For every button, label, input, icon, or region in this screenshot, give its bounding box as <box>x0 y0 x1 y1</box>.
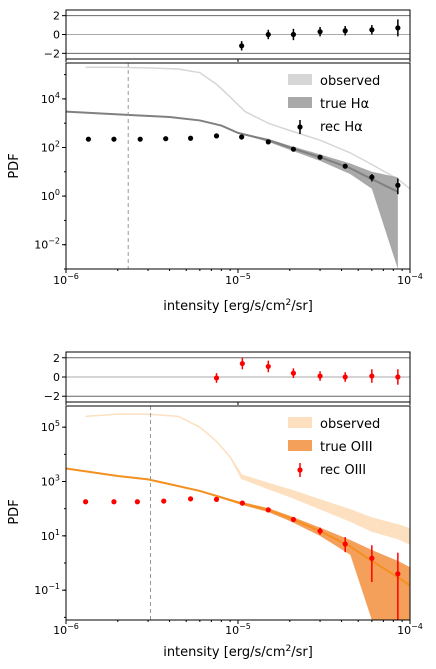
x-tick-label: 10−6 <box>53 272 79 287</box>
y-tick-label: 103 <box>41 473 60 488</box>
rec-point <box>239 500 245 506</box>
residual-y-tick-label: −2 <box>44 47 60 60</box>
rec-point <box>290 516 297 523</box>
residual-point <box>290 370 297 376</box>
true-line <box>66 110 399 193</box>
x-axis-label: intensity [erg/s/cm2/sr] <box>163 298 313 314</box>
residual-panel-oiii: −2 0 2 <box>44 351 411 405</box>
rec-point <box>290 146 297 152</box>
residual-panel-halpha: −2 0 2 <box>44 9 411 62</box>
y-tick-label: 100 <box>41 188 60 203</box>
y-tick-label: 105 <box>41 419 60 434</box>
legend-marker-rec <box>297 467 303 473</box>
x-tick-label: 10−4 <box>397 622 423 637</box>
rec-point <box>163 136 169 142</box>
rec-point <box>187 496 194 502</box>
plot-area-oiii <box>66 406 410 620</box>
y-tick-label: 102 <box>41 139 60 154</box>
residual-y-tick-label: 2 <box>53 10 60 23</box>
rec-point <box>111 499 117 505</box>
residual-point <box>369 373 375 379</box>
y-axis-label: PDF <box>7 499 22 524</box>
rec-point <box>395 182 401 188</box>
residual-y-tick-label: 0 <box>53 371 60 384</box>
legend: observed true OIII rec OIII <box>288 417 380 478</box>
residual-point <box>239 360 245 367</box>
rec-point <box>265 139 271 145</box>
x-axis-label: intensity [erg/s/cm2/sr] <box>163 644 313 660</box>
observed-band <box>85 413 410 545</box>
rec-point <box>213 496 220 502</box>
true-line <box>66 467 410 587</box>
true-band <box>66 468 410 620</box>
residual-point <box>239 43 245 49</box>
rec-point <box>265 507 271 513</box>
legend-label-observed: observed <box>320 74 380 89</box>
rec-point <box>137 136 143 142</box>
x-tick-label: 10−5 <box>225 272 251 287</box>
legend-swatch-true <box>288 97 312 108</box>
rec-point <box>369 555 375 561</box>
residual-y-tick-label: 0 <box>53 29 60 42</box>
residual-y-tick-label: −2 <box>44 390 60 403</box>
rec-point <box>213 133 220 139</box>
x-tick-label: 10−4 <box>397 272 423 287</box>
rec-point <box>317 528 323 534</box>
rec-point <box>317 154 323 160</box>
legend-label-true: true Hα <box>320 97 369 112</box>
y-tick-label: 10−1 <box>34 582 60 597</box>
residual-point <box>213 375 220 381</box>
x-tick-label: 10−6 <box>53 622 79 637</box>
legend-swatch-observed <box>288 417 312 428</box>
rec-point <box>111 136 117 142</box>
legend-label-true: true OIII <box>320 440 373 455</box>
rec-point <box>342 541 348 547</box>
rec-point <box>82 499 89 505</box>
residual-point <box>317 29 323 35</box>
rec-point <box>85 136 92 142</box>
rec-point <box>161 498 167 504</box>
y-tick-label: 101 <box>41 528 60 543</box>
y-tick-label: 104 <box>41 91 60 106</box>
residual-point <box>290 31 297 38</box>
legend-swatch-observed <box>288 74 312 85</box>
x-tick-label: 10−5 <box>225 622 251 637</box>
y-axis-label: PDF <box>7 153 22 178</box>
panel-oiii: 10−1 101 103 105 10−6 10−5 10−4 intensity [erg/… <box>7 351 423 660</box>
residual-point <box>395 25 401 31</box>
rec-point <box>369 174 375 180</box>
legend-label-observed: observed <box>320 417 380 432</box>
rec-point <box>239 134 245 140</box>
legend-label-rec: rec Hα <box>320 120 363 135</box>
residual-point <box>369 27 375 33</box>
residual-point <box>317 373 323 379</box>
main-axes-frame <box>65 62 411 270</box>
residual-point <box>265 31 271 38</box>
legend-marker-rec <box>297 124 303 130</box>
legend: observed true Hα rec Hα <box>288 74 380 135</box>
rec-point <box>342 163 348 169</box>
panel-halpha: 10−2 100 102 104 10−6 10−5 10−4 intensity [erg/… <box>7 9 423 314</box>
residual-point <box>342 28 348 34</box>
residual-y-tick-label: 2 <box>53 352 60 365</box>
residual-point <box>395 374 401 380</box>
rec-point <box>395 571 401 577</box>
rec-point <box>134 499 140 505</box>
residual-point <box>342 374 348 380</box>
observed-line <box>85 66 410 190</box>
rec-point <box>187 135 194 141</box>
y-tick-label: 10−2 <box>34 237 60 252</box>
true-band <box>66 111 398 269</box>
plot-area-halpha <box>66 63 410 269</box>
residual-point <box>265 363 271 370</box>
legend-swatch-true <box>288 440 312 451</box>
legend-label-rec: rec OIII <box>320 463 366 478</box>
